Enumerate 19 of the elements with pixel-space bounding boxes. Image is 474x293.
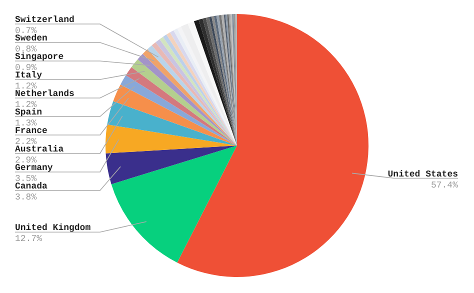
slice-label: United Kingdom xyxy=(15,223,92,234)
data-label: 2.9% xyxy=(15,156,38,166)
slice-label: Germany xyxy=(15,163,54,173)
data-label: 57.4% xyxy=(430,180,459,190)
slice-label: Sweden xyxy=(15,34,48,44)
data-label: 3.8% xyxy=(15,192,38,202)
slice-label: Netherlands xyxy=(15,89,74,99)
data-label: 3.5% xyxy=(15,174,38,184)
data-label: 12.7% xyxy=(15,234,43,244)
data-label: 2.2% xyxy=(15,137,38,147)
slice-label: Australia xyxy=(15,144,64,154)
slice-label: Singapore xyxy=(15,52,64,62)
data-label: 1.3% xyxy=(15,118,38,128)
slice-label: Canada xyxy=(15,182,48,192)
slice-label: Spain xyxy=(15,108,42,118)
slice-label: Switzerland xyxy=(15,15,74,25)
slice-label: United States xyxy=(388,169,458,180)
slice-label: Italy xyxy=(15,70,43,80)
slice-label: France xyxy=(15,126,48,136)
